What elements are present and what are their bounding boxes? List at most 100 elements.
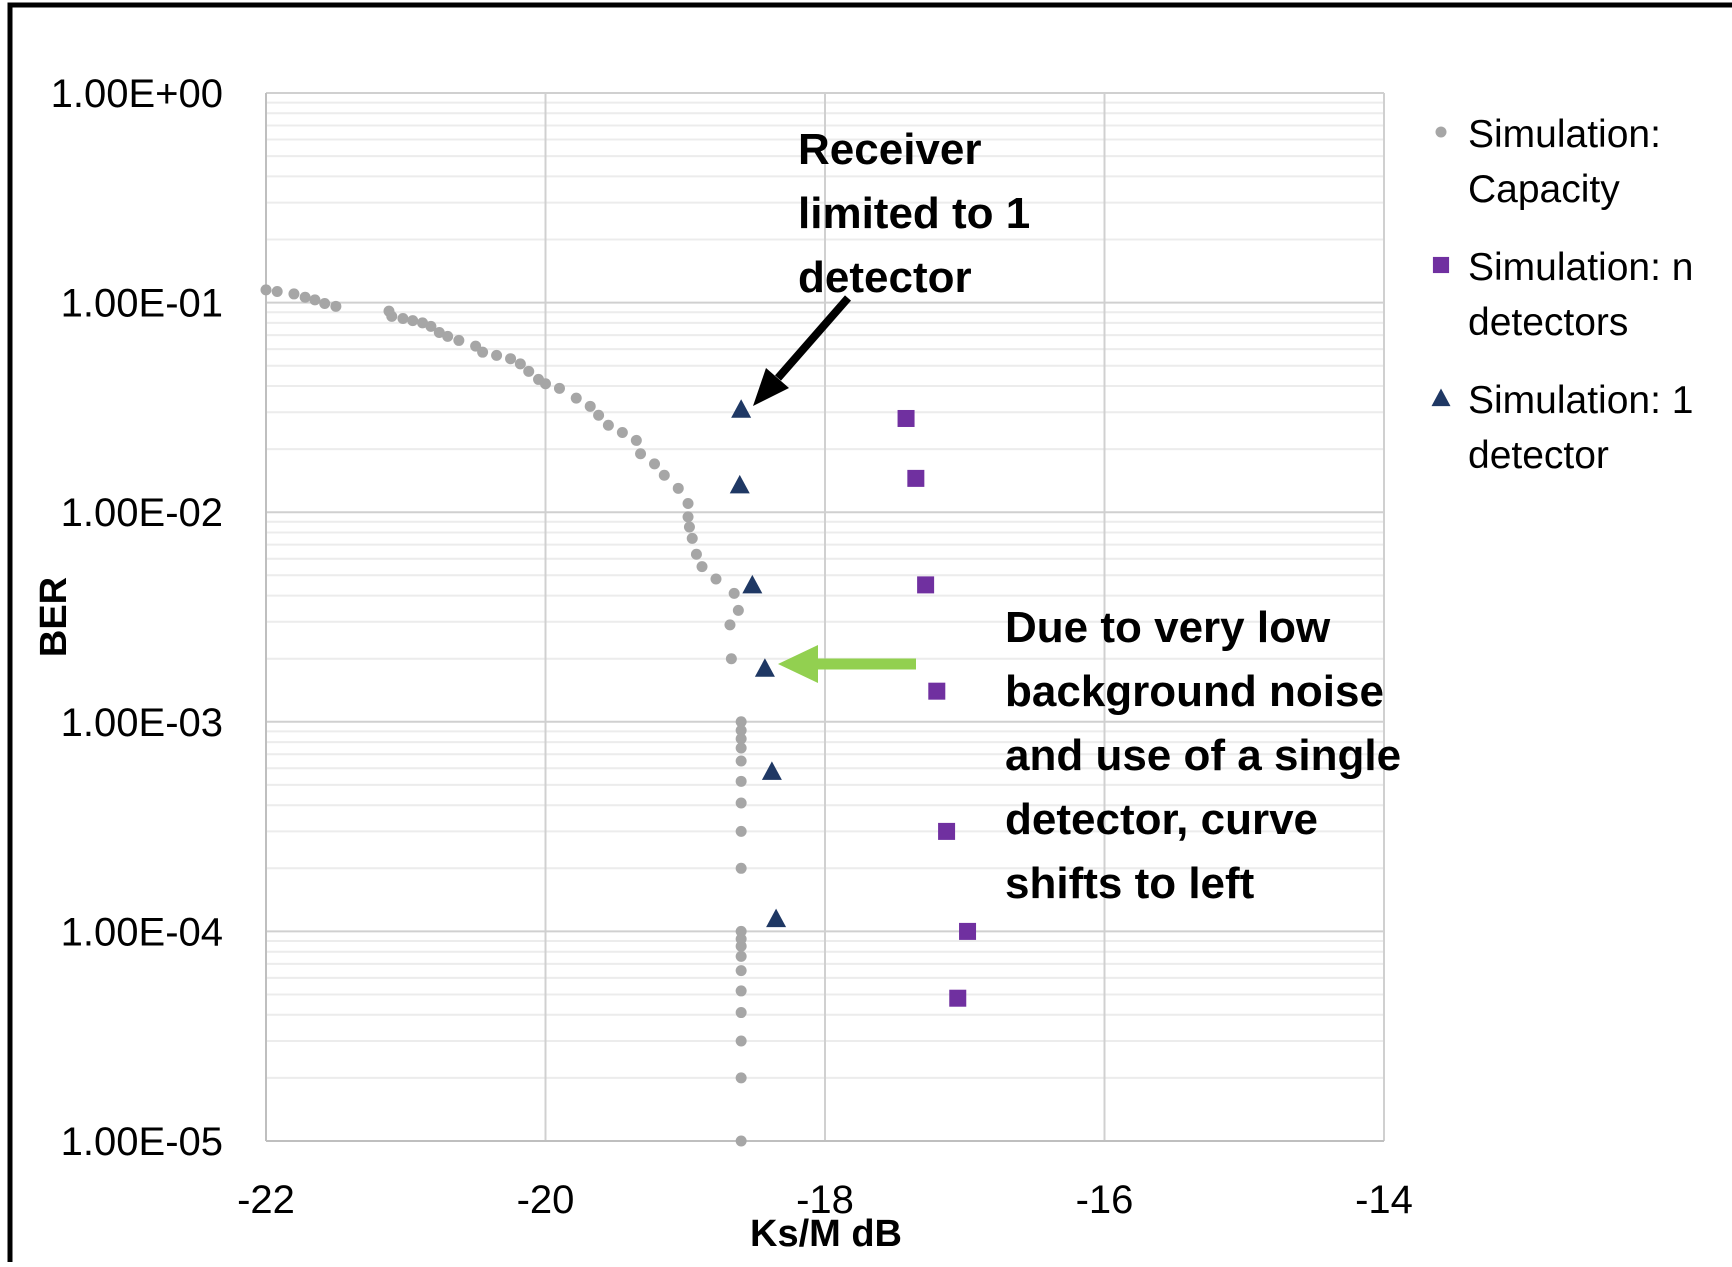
annotation-line: shifts to left [1005, 859, 1255, 908]
legend-label: Simulation: n detectors [1468, 246, 1693, 344]
legend-marker-square [1432, 256, 1450, 274]
annotation-line: background noise [1005, 667, 1384, 716]
y-axis-title: BER [33, 577, 75, 657]
data-point [260, 284, 272, 296]
legend: Simulation: Capacity Simulation: n detector… [1431, 113, 1693, 477]
x-tick-label: -18 [796, 1178, 854, 1222]
data-point [397, 312, 409, 324]
legend-label-line: detectors [1468, 301, 1628, 344]
legend-label-line: Simulation: [1468, 113, 1661, 156]
x-axis-title: Ks/M dB [750, 1213, 902, 1255]
annotation-shift-left: Due to very low background noise and use o… [1005, 603, 1401, 908]
data-point [672, 482, 684, 494]
data-point [710, 573, 722, 585]
data-point [761, 761, 782, 780]
annotation-line: and use of a single [1005, 731, 1401, 780]
data-point [540, 378, 551, 390]
data-point [917, 576, 935, 594]
data-point [735, 716, 747, 728]
data-point [735, 825, 747, 837]
data-point [735, 733, 747, 745]
data-point [570, 392, 582, 404]
x-tick-labels: -22 -20 -18 -16 -14 [237, 1178, 1413, 1222]
y-tick-label: 1.00E-04 [61, 910, 223, 954]
data-point [319, 298, 331, 310]
y-tick-label: 1.00E-01 [61, 282, 223, 326]
data-point [735, 925, 747, 937]
y-tick-label: 1.00E-05 [61, 1120, 223, 1164]
data-series [260, 284, 977, 1147]
data-point [735, 950, 747, 962]
data-point [938, 822, 956, 840]
data-point [386, 310, 398, 322]
x-tick-label: -14 [1355, 1178, 1413, 1222]
legend-marker-circle [1435, 126, 1447, 138]
data-point [433, 327, 445, 339]
y-tick-labels: 1.00E+00 1.00E-01 1.00E-02 1.00E-03 1.00E-04… [51, 72, 223, 1164]
annotation-line: limited to 1 [798, 189, 1030, 238]
data-point [271, 285, 283, 297]
legend-label: Simulation: 1 detector [1468, 379, 1693, 477]
data-point [514, 358, 526, 370]
data-point [959, 922, 977, 940]
data-point [417, 317, 429, 329]
data-point [735, 775, 747, 787]
data-point [505, 353, 517, 365]
series-circle [260, 284, 747, 1147]
annotation-line: detector [798, 253, 972, 302]
data-point [897, 409, 915, 427]
data-point [735, 797, 747, 809]
data-point [735, 965, 747, 977]
data-point [696, 561, 708, 573]
data-point [491, 349, 503, 361]
annotation-line: detector, curve [1005, 795, 1318, 844]
data-point [742, 574, 763, 594]
annotation-receiver-limited: Receiver limited to 1 detector [798, 125, 1030, 302]
data-point [724, 619, 736, 631]
legend-label-line: Simulation: n [1468, 246, 1693, 289]
data-point [735, 755, 747, 767]
annotation-line: Receiver [798, 125, 981, 174]
data-point [766, 908, 787, 928]
data-point [288, 288, 300, 300]
y-tick-label: 1.00E+00 [51, 72, 223, 116]
legend-label-line: Simulation: 1 [1468, 379, 1693, 422]
data-point [725, 653, 737, 665]
data-point [735, 985, 747, 997]
data-point [683, 521, 695, 533]
grid-lines [265, 92, 1385, 1142]
data-point [584, 400, 596, 412]
annotation-line: Due to very low [1005, 603, 1331, 652]
data-point [616, 427, 628, 439]
chart-frame [7, 2, 1732, 1267]
annotations: Receiver limited to 1 detector Due to very … [753, 125, 1401, 908]
data-point [754, 658, 775, 677]
legend-label-line: Capacity [1468, 168, 1620, 211]
data-point [299, 291, 311, 303]
data-point [630, 434, 642, 446]
black-arrow-head [753, 368, 789, 406]
data-point [735, 724, 747, 736]
data-point [602, 419, 614, 431]
y-tick-label: 1.00E-03 [61, 701, 223, 745]
data-point [735, 1007, 747, 1019]
data-point [682, 498, 694, 510]
data-point [686, 532, 698, 544]
data-point [735, 1135, 747, 1147]
data-point [735, 1035, 747, 1047]
data-point [309, 294, 321, 306]
y-tick-label: 1.00E-02 [61, 491, 223, 535]
data-point [330, 300, 342, 312]
data-point [425, 320, 437, 332]
data-point [732, 604, 744, 616]
legend-label: Simulation: Capacity [1468, 113, 1661, 211]
data-point [649, 458, 661, 470]
data-point [635, 448, 647, 460]
data-point [729, 474, 750, 494]
data-point [907, 469, 925, 487]
series-square [897, 409, 977, 1007]
data-point [442, 330, 454, 342]
plot-axes [265, 93, 1384, 1142]
